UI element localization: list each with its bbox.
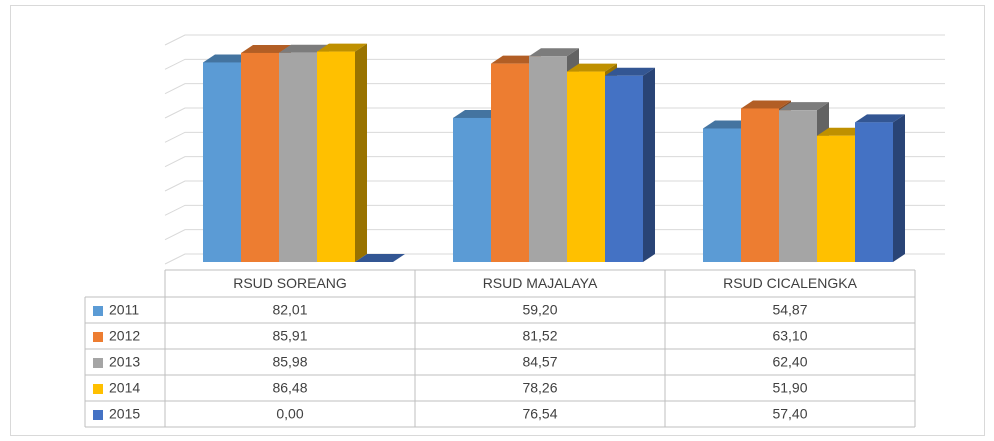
grid-line <box>164 253 945 265</box>
bar-top <box>491 55 541 64</box>
bar-top <box>817 127 867 136</box>
grid-line <box>164 83 945 95</box>
bar-top <box>453 109 503 118</box>
bar <box>529 56 567 263</box>
legend-swatch <box>93 306 103 316</box>
legend-label: 2012 <box>109 328 140 344</box>
category-label: RSUD CICALENGKA <box>723 275 857 291</box>
bar-top <box>741 100 791 109</box>
bar-side <box>355 43 367 262</box>
bar <box>453 117 491 263</box>
legend-label: 2014 <box>109 380 140 396</box>
grid-line <box>164 131 945 143</box>
bar-top <box>355 254 405 262</box>
bar-top <box>605 67 655 76</box>
bar-top <box>855 114 905 123</box>
bar-top <box>241 44 291 53</box>
table-value: 86,48 <box>272 380 307 396</box>
grid-line <box>164 180 945 192</box>
bar-top <box>203 54 253 63</box>
legend-swatch <box>93 332 103 342</box>
bar-top <box>567 63 617 72</box>
table-value: 85,91 <box>272 328 307 344</box>
table-value: 76,54 <box>522 406 557 422</box>
bar <box>779 110 817 262</box>
table-value: 59,20 <box>522 302 557 318</box>
bar-side <box>893 114 905 263</box>
bar-top <box>703 120 753 129</box>
bar <box>605 75 643 262</box>
table-value: 0,00 <box>276 406 303 422</box>
bar <box>203 62 241 262</box>
grid-line <box>164 58 945 70</box>
bar-top <box>779 102 829 111</box>
grid-line <box>164 34 945 46</box>
legend-label: 2011 <box>109 302 139 318</box>
bar <box>741 108 779 262</box>
table-value: 81,52 <box>522 328 557 344</box>
bar <box>491 63 529 262</box>
grid-line <box>164 107 945 119</box>
table-value: 85,98 <box>272 354 307 370</box>
table-value: 78,26 <box>522 380 557 396</box>
bar <box>279 52 317 263</box>
bar <box>241 52 279 262</box>
table-value: 51,90 <box>772 380 807 396</box>
grid-line <box>164 156 945 168</box>
table-value: 54,87 <box>772 302 807 318</box>
legend-swatch <box>93 410 103 420</box>
table-value: 84,57 <box>522 354 557 370</box>
category-label: RSUD MAJALAYA <box>483 275 598 291</box>
bar-top <box>529 48 579 57</box>
legend-swatch <box>93 384 103 394</box>
table-value: 57,40 <box>772 406 807 422</box>
grid-line <box>164 229 945 241</box>
table-value: 63,10 <box>772 328 807 344</box>
legend-label: 2013 <box>109 354 140 370</box>
bar-top <box>279 44 329 53</box>
bar <box>567 71 605 262</box>
grid-line <box>164 204 945 216</box>
bar <box>317 51 355 262</box>
bar-side <box>643 67 655 262</box>
bar <box>855 122 893 263</box>
category-label: RSUD SOREANG <box>233 275 347 291</box>
table-value: 82,01 <box>272 302 307 318</box>
bar <box>703 128 741 262</box>
legend-swatch <box>93 358 103 368</box>
legend-label: 2015 <box>109 406 140 422</box>
bar <box>817 135 855 262</box>
bar-top <box>317 43 367 52</box>
table-value: 62,40 <box>772 354 807 370</box>
